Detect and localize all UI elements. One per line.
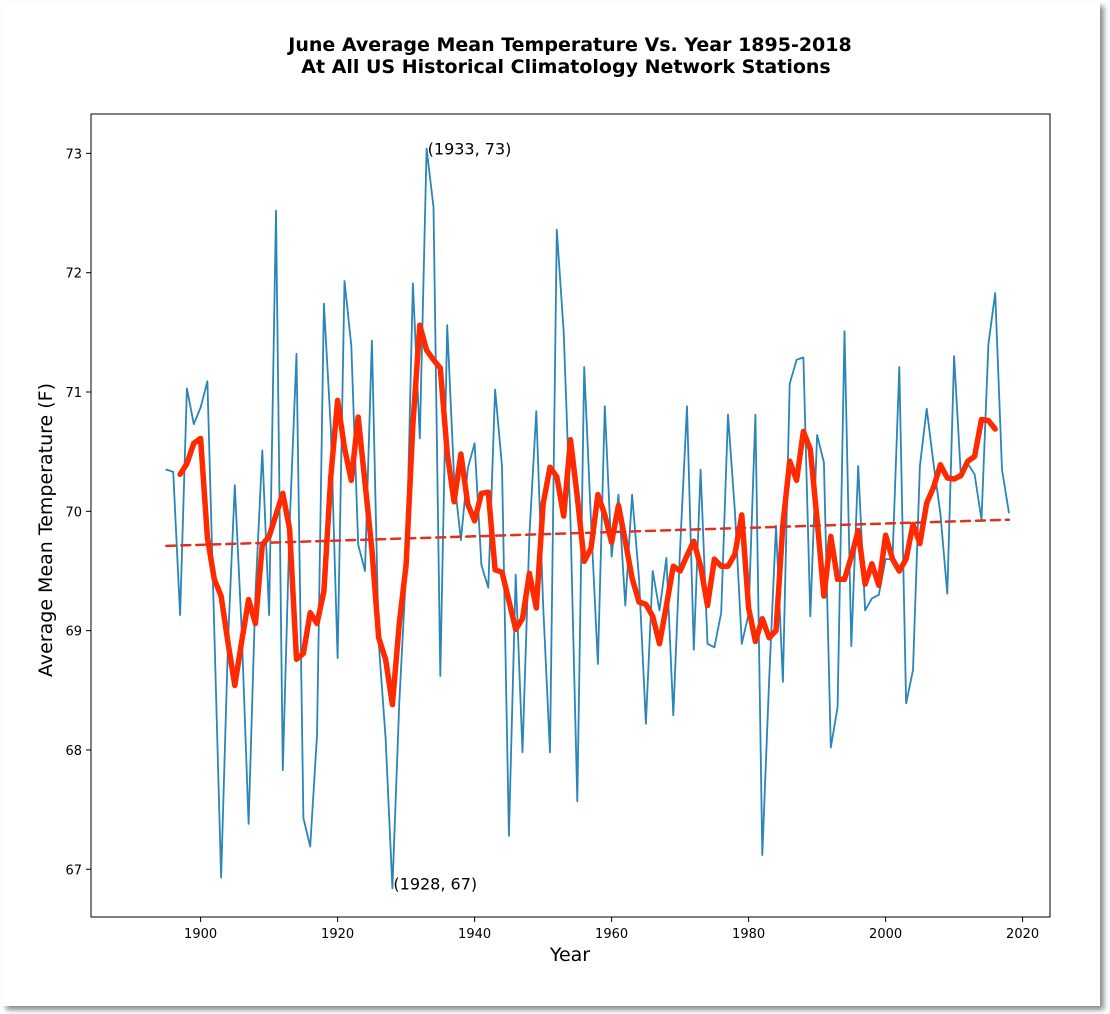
x-tick-label: 1920 <box>321 927 354 942</box>
y-tick-label: 70 <box>65 505 82 520</box>
series-trend-line <box>165 518 1011 548</box>
series-moving-average-line <box>177 322 998 708</box>
y-axis-label: Average Mean Temperature (F) <box>35 383 57 677</box>
series-layer <box>165 147 1011 890</box>
y-axis-ticks: 67 68 69 70 71 72 73 <box>65 147 91 878</box>
x-tick-label: 1900 <box>184 927 217 942</box>
y-tick-label: 68 <box>65 744 82 759</box>
x-tick-label: 2020 <box>1006 927 1039 942</box>
x-tick-label: 1960 <box>595 927 628 942</box>
y-tick-label: 73 <box>65 147 82 162</box>
x-tick-label: 2000 <box>869 927 902 942</box>
annotation-label: (1933, 73) <box>428 139 512 158</box>
y-tick-label: 71 <box>65 386 82 401</box>
y-tick-label: 67 <box>65 863 82 878</box>
y-tick-label: 69 <box>65 625 82 640</box>
chart-title-line1: June Average Mean Temperature Vs. Year 1… <box>286 34 851 56</box>
x-axis-label: Year <box>549 944 590 966</box>
x-axis-ticks: 1900 1920 1940 1960 1980 2000 2020 <box>184 917 1039 942</box>
y-tick-label: 72 <box>65 267 82 282</box>
annotation-label: (1928, 67) <box>393 874 477 893</box>
x-tick-label: 1980 <box>732 927 765 942</box>
x-tick-label: 1940 <box>458 927 491 942</box>
annotations: (1933, 73) (1928, 67) <box>393 139 511 893</box>
series-annual-temperature-line <box>165 147 1010 890</box>
chart-title-line2: At All US Historical Climatology Network… <box>301 56 831 78</box>
